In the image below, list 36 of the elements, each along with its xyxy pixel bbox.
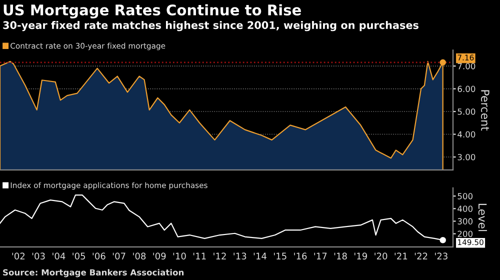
x-tick-label: '07 xyxy=(112,252,126,260)
x-tick-label: '06 xyxy=(92,252,106,260)
x-tick-label: '16 xyxy=(294,252,307,260)
x-tick-label: '12 xyxy=(214,252,226,260)
x-tick-label: '17 xyxy=(314,252,327,260)
y-axis-title: Level xyxy=(478,204,487,232)
y-tick-label: 3.00 xyxy=(458,154,476,160)
x-tick-label: '14 xyxy=(254,252,266,260)
x-tick-label: '08 xyxy=(133,252,146,260)
y-tick-label: 300 xyxy=(458,218,473,224)
x-tick-label: '19 xyxy=(354,252,367,260)
y-tick-label: 500 xyxy=(458,193,473,200)
x-tick-label: '13 xyxy=(234,252,246,260)
y-tick-label: 5.00 xyxy=(458,108,476,115)
y-tick-label: 6.00 xyxy=(458,86,476,92)
x-tick-label: '23 xyxy=(435,252,448,260)
y-axis-title: Percent xyxy=(481,90,490,131)
x-tick-label: '03 xyxy=(32,252,45,260)
chart-subtitle: 30-year fixed rate matches highest since 2001, weighing on purchases xyxy=(3,21,418,32)
x-tick-label: '22 xyxy=(414,252,428,260)
y-tick-label: 200 xyxy=(458,230,473,238)
x-tick-label: '15 xyxy=(274,252,286,260)
x-tick-label: '10 xyxy=(173,252,186,260)
x-tick-label: '20 xyxy=(374,252,388,260)
y-tick-label: 4.00 xyxy=(458,131,476,138)
x-tick-label: '09 xyxy=(153,252,166,260)
x-tick-label: '18 xyxy=(334,252,347,260)
y-tick-label: 7.00 xyxy=(458,63,476,70)
x-tick-label: '04 xyxy=(52,252,66,260)
x-tick-label: '05 xyxy=(72,252,86,260)
y-tick-label: 400 xyxy=(458,206,473,212)
x-tick-label: '11 xyxy=(193,252,206,260)
x-tick-label: '21 xyxy=(394,252,408,260)
chart-title: US Mortgage Rates Continue to Rise xyxy=(4,4,301,18)
x-tick-label: '02 xyxy=(12,252,24,260)
source-note: Source: Mortgage Bankers Association xyxy=(3,269,184,278)
